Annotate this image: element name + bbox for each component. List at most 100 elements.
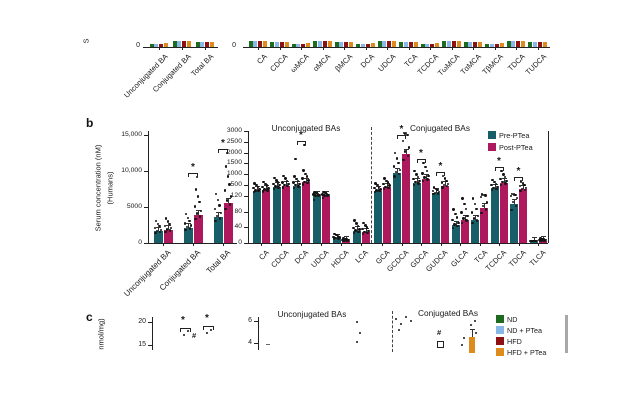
bar-stub xyxy=(164,42,168,47)
data-point xyxy=(514,194,517,197)
bar-stub xyxy=(291,43,296,47)
x-category-label: TαMCA xyxy=(458,52,484,77)
data-point xyxy=(276,181,280,184)
bar-pre xyxy=(412,182,421,243)
sig-bracket xyxy=(494,167,504,169)
data-point xyxy=(163,224,167,228)
data-point xyxy=(496,185,499,188)
data-point xyxy=(465,219,468,222)
data-point xyxy=(383,177,386,180)
data-point xyxy=(301,183,305,186)
legend-label-nd_ptea: ND + PTea xyxy=(507,326,542,335)
data-point xyxy=(361,232,365,236)
data-point xyxy=(262,181,265,184)
data-point xyxy=(347,239,350,242)
bar-post xyxy=(460,219,469,243)
panel-c-ylabel-fragment: nmol/mg) xyxy=(96,318,106,350)
x-category-label: ωMCA xyxy=(289,52,312,75)
data-point xyxy=(257,190,260,193)
c-sig-hash: # xyxy=(192,331,197,340)
panel-b-left-yaxis xyxy=(148,131,149,243)
y-tick-label: 0 xyxy=(138,239,142,246)
data-point xyxy=(454,212,457,216)
y-tick-label: 1500 xyxy=(226,159,242,167)
data-point xyxy=(442,183,446,187)
data-point xyxy=(341,238,344,242)
sig-bracket xyxy=(296,141,306,143)
data-point xyxy=(386,181,390,184)
data-point xyxy=(387,186,390,190)
sig-bracket xyxy=(416,158,426,160)
y-axis-tick xyxy=(244,227,248,229)
data-point xyxy=(355,340,359,344)
bar-stub xyxy=(365,43,370,47)
data-point xyxy=(445,179,448,182)
data-point xyxy=(223,189,227,192)
bar-stub xyxy=(506,41,511,47)
data-point xyxy=(356,224,360,228)
bar-pre xyxy=(432,193,440,243)
c-sig-bracket xyxy=(203,326,214,327)
bar-stub xyxy=(370,42,375,47)
data-point xyxy=(194,188,198,191)
data-point xyxy=(303,180,306,183)
data-point xyxy=(471,221,474,225)
bar-pre xyxy=(153,231,163,243)
c-sig-bracket-leg xyxy=(190,328,191,332)
x-axis-tick xyxy=(223,243,224,246)
bar-stub xyxy=(200,42,205,47)
y-axis-tick xyxy=(244,163,248,165)
x-category-label: DCA xyxy=(358,52,376,70)
data-point xyxy=(379,188,382,191)
c-sig-bracket xyxy=(180,328,191,329)
x-axis-tick xyxy=(440,243,442,246)
data-point xyxy=(318,193,321,197)
bar-stub xyxy=(301,43,306,47)
data-point xyxy=(272,187,276,191)
error-bar xyxy=(265,185,267,190)
data-point xyxy=(384,185,387,188)
bar-pre xyxy=(490,188,499,243)
bar-pre xyxy=(529,241,538,243)
data-point xyxy=(519,189,522,193)
panel-b-broken-xaxis xyxy=(248,243,548,244)
data-point xyxy=(294,157,297,161)
data-point xyxy=(540,239,543,242)
data-point xyxy=(298,182,301,186)
sig-bracket xyxy=(514,177,523,179)
bar-pre xyxy=(312,195,321,243)
data-point xyxy=(272,182,275,185)
bar-stub xyxy=(248,41,253,47)
data-point xyxy=(185,225,189,229)
x-axis-tick xyxy=(473,47,474,50)
bar-stub xyxy=(516,41,521,47)
data-point xyxy=(159,228,163,231)
c-dash-marker xyxy=(266,344,270,346)
data-point xyxy=(277,186,280,189)
data-point xyxy=(460,343,464,347)
x-category-label: UDCA xyxy=(375,52,398,74)
legend-label-post-ptea: Post-PTea xyxy=(499,143,533,152)
data-point xyxy=(293,175,296,178)
x-axis-tick xyxy=(193,243,194,246)
data-point xyxy=(367,229,370,233)
error-bar xyxy=(386,183,388,188)
sig-bracket xyxy=(218,149,228,150)
data-point xyxy=(404,315,408,319)
data-point xyxy=(188,227,192,230)
data-point xyxy=(382,187,386,191)
data-point xyxy=(470,211,474,214)
data-point xyxy=(518,185,522,188)
data-point xyxy=(441,174,445,178)
data-point xyxy=(457,221,460,224)
x-axis-tick xyxy=(499,243,500,246)
data-point xyxy=(198,215,202,218)
data-point xyxy=(312,198,316,201)
bar-pre xyxy=(272,187,281,243)
data-point xyxy=(512,193,516,196)
sig-star: * xyxy=(497,156,501,168)
y-axis-tick xyxy=(144,135,148,136)
data-point xyxy=(427,174,430,178)
data-point xyxy=(353,219,356,222)
data-point xyxy=(423,176,426,179)
